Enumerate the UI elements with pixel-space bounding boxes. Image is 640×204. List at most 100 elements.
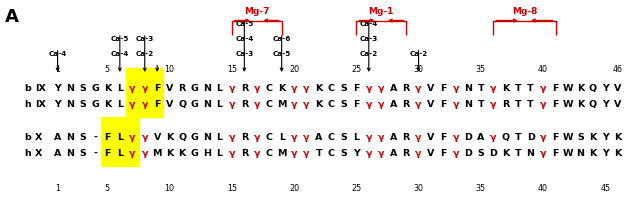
Text: h: h — [24, 100, 31, 109]
Text: 20: 20 — [289, 64, 299, 73]
Text: C: C — [328, 149, 335, 157]
Text: 40: 40 — [538, 184, 548, 193]
Text: 35: 35 — [476, 64, 486, 73]
Text: γ: γ — [452, 83, 459, 92]
Text: D: D — [527, 132, 534, 141]
Text: IX: IX — [35, 83, 46, 92]
Text: S: S — [79, 83, 86, 92]
Text: γ: γ — [228, 83, 235, 92]
Text: Ca-5: Ca-5 — [111, 36, 129, 42]
Text: F: F — [440, 83, 447, 92]
Text: L: L — [117, 83, 123, 92]
Text: h: h — [24, 149, 31, 157]
Text: N: N — [66, 132, 74, 141]
Text: S: S — [577, 132, 584, 141]
Text: A: A — [477, 132, 484, 141]
Text: V: V — [428, 132, 435, 141]
Text: K: K — [104, 83, 111, 92]
Text: γ: γ — [253, 149, 260, 157]
Text: W: W — [563, 100, 573, 109]
Text: K: K — [589, 132, 596, 141]
Text: -: - — [93, 132, 97, 141]
Text: R: R — [241, 100, 248, 109]
Text: N: N — [66, 100, 74, 109]
Text: H: H — [203, 149, 211, 157]
Text: F: F — [353, 83, 360, 92]
Text: N: N — [203, 100, 211, 109]
Text: V: V — [166, 100, 173, 109]
Text: IX: IX — [35, 100, 46, 109]
Text: γ: γ — [415, 149, 422, 157]
Text: G: G — [91, 83, 99, 92]
Text: S: S — [340, 100, 348, 109]
Text: γ: γ — [415, 100, 422, 109]
Text: 45: 45 — [600, 184, 611, 193]
Text: T: T — [515, 100, 522, 109]
Text: γ: γ — [540, 100, 547, 109]
Text: 46: 46 — [612, 64, 623, 73]
Text: -: - — [93, 149, 97, 157]
Text: S: S — [340, 149, 348, 157]
Text: N: N — [527, 149, 534, 157]
Text: K: K — [166, 149, 173, 157]
Text: Y: Y — [54, 83, 61, 92]
Text: K: K — [589, 149, 596, 157]
Text: F: F — [104, 132, 111, 141]
Text: Y: Y — [602, 149, 609, 157]
Text: Ca-5: Ca-5 — [235, 21, 253, 27]
Text: γ: γ — [141, 132, 148, 141]
Text: 30: 30 — [413, 184, 424, 193]
Text: Q: Q — [502, 132, 510, 141]
Text: γ: γ — [129, 149, 136, 157]
Text: F: F — [440, 132, 447, 141]
Text: K: K — [614, 149, 621, 157]
Text: L: L — [353, 132, 359, 141]
Text: V: V — [614, 83, 621, 92]
Text: C: C — [266, 132, 273, 141]
Text: X: X — [35, 132, 43, 141]
Text: L: L — [117, 149, 123, 157]
Text: γ: γ — [291, 100, 298, 109]
Text: F: F — [552, 149, 559, 157]
Text: N: N — [465, 83, 472, 92]
Text: K: K — [316, 100, 323, 109]
Text: 25: 25 — [351, 64, 362, 73]
Text: Ca-3: Ca-3 — [360, 36, 378, 42]
Text: R: R — [403, 100, 410, 109]
Text: γ: γ — [291, 132, 298, 141]
Text: C: C — [328, 132, 335, 141]
Text: γ: γ — [378, 100, 385, 109]
Text: A: A — [390, 132, 397, 141]
Text: γ: γ — [415, 83, 422, 92]
Text: Q: Q — [178, 132, 186, 141]
Text: R: R — [241, 83, 248, 92]
Text: W: W — [563, 132, 573, 141]
Text: γ: γ — [303, 132, 310, 141]
Text: T: T — [477, 100, 484, 109]
Text: γ: γ — [452, 132, 459, 141]
Text: D: D — [465, 149, 472, 157]
Text: K: K — [577, 100, 584, 109]
Text: A: A — [54, 132, 61, 141]
Text: γ: γ — [141, 100, 148, 109]
Text: Y: Y — [353, 149, 360, 157]
Text: K: K — [614, 132, 621, 141]
Text: G: G — [191, 132, 198, 141]
Text: Q: Q — [589, 100, 597, 109]
Text: F: F — [440, 100, 447, 109]
Text: R: R — [403, 149, 410, 157]
Text: Ca-3: Ca-3 — [136, 36, 154, 42]
Text: L: L — [216, 83, 223, 92]
Text: G: G — [191, 83, 198, 92]
Text: A: A — [390, 83, 397, 92]
Text: 1: 1 — [55, 64, 60, 73]
Text: Ca-4: Ca-4 — [360, 21, 378, 27]
Text: γ: γ — [228, 149, 235, 157]
Text: 30: 30 — [413, 64, 424, 73]
Text: S: S — [79, 132, 86, 141]
Text: R: R — [179, 83, 186, 92]
Text: γ: γ — [490, 132, 497, 141]
Text: V: V — [614, 100, 621, 109]
Text: γ: γ — [490, 83, 497, 92]
Text: 40: 40 — [538, 64, 548, 73]
